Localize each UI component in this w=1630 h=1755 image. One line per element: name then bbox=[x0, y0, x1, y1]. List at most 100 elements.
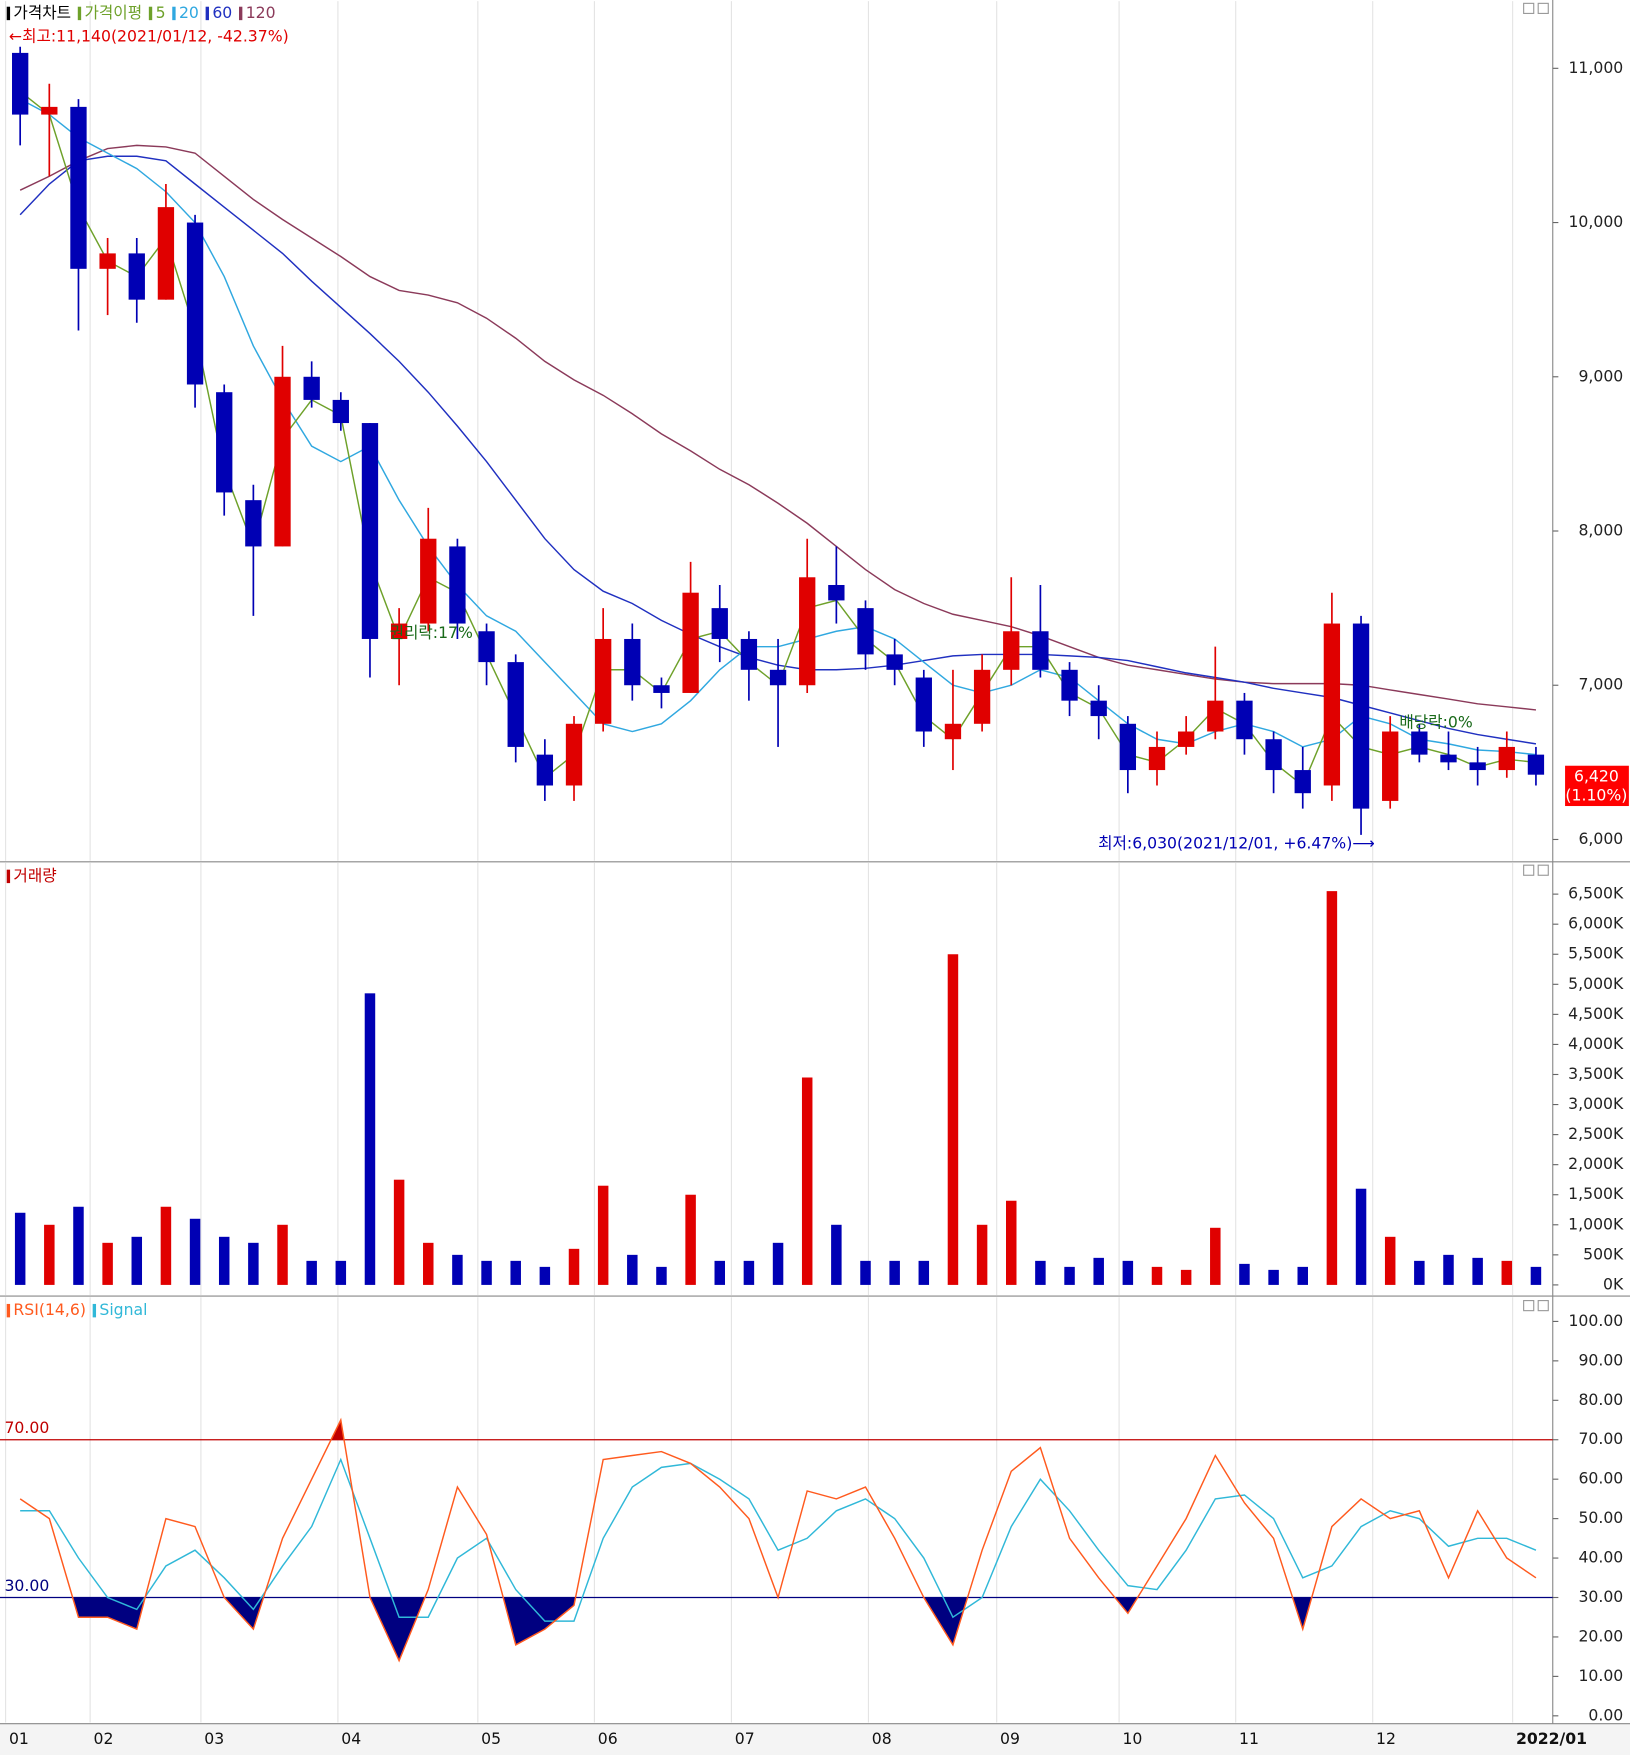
candle-body bbox=[1090, 700, 1107, 717]
candle-body bbox=[332, 399, 349, 424]
volume-bar bbox=[218, 1236, 230, 1285]
candle-body bbox=[1265, 739, 1282, 771]
annotation: 최저:6,030(2021/12/01, +6.47%)⟶ bbox=[1098, 833, 1375, 852]
restore-button[interactable] bbox=[1523, 864, 1535, 876]
volume-bar bbox=[423, 1242, 434, 1285]
candle-body bbox=[886, 654, 903, 670]
price-tag-text: (1.10%) bbox=[1565, 785, 1627, 804]
legend-swatch bbox=[172, 6, 176, 21]
legend-label: 20 bbox=[179, 3, 199, 22]
restore-button[interactable] bbox=[1523, 1300, 1535, 1312]
x-tick-label: 03 bbox=[204, 1729, 224, 1748]
reference-label: 70.00 bbox=[4, 1418, 49, 1437]
volume-bar bbox=[131, 1236, 143, 1285]
legend-swatch bbox=[77, 6, 82, 21]
volume-bar bbox=[1414, 1260, 1425, 1285]
candle-body bbox=[1061, 669, 1078, 701]
y-tick-label: 7,000 bbox=[1578, 675, 1623, 694]
y-tick-label: 10.00 bbox=[1578, 1666, 1623, 1685]
close-button[interactable] bbox=[1537, 1300, 1549, 1312]
price-tag-text: 6,420 bbox=[1574, 766, 1619, 785]
y-tick-label: 90.00 bbox=[1578, 1350, 1623, 1369]
x-tick-label: 05 bbox=[481, 1729, 501, 1748]
volume-bar bbox=[1239, 1263, 1250, 1285]
candle-body bbox=[565, 723, 583, 786]
legend-label: 거래량 bbox=[13, 866, 56, 885]
candle-body bbox=[1469, 762, 1486, 771]
volume-bar bbox=[801, 1077, 813, 1285]
volume-bar bbox=[248, 1242, 259, 1285]
legend-swatch bbox=[205, 6, 209, 21]
candle-body bbox=[420, 538, 437, 624]
volume-bar bbox=[685, 1194, 696, 1285]
rsi-zone-fill bbox=[20, 1420, 1536, 1440]
volume-bar bbox=[947, 954, 959, 1285]
y-tick-label: 2,500K bbox=[1568, 1124, 1624, 1143]
volume-bar bbox=[306, 1260, 317, 1285]
volume-bar bbox=[1093, 1257, 1104, 1285]
candle-body bbox=[624, 638, 641, 686]
volume-bar bbox=[1151, 1266, 1163, 1285]
volume-bar bbox=[73, 1206, 84, 1285]
candle-body bbox=[1527, 754, 1545, 775]
y-tick-label: 60.00 bbox=[1578, 1469, 1623, 1488]
y-tick-label: 50.00 bbox=[1578, 1508, 1623, 1527]
volume-bar bbox=[976, 1224, 988, 1285]
volume-bar bbox=[44, 1224, 55, 1285]
volume-bar bbox=[1268, 1269, 1279, 1285]
y-tick-label: 10,000 bbox=[1568, 212, 1623, 231]
window-buttons[interactable] bbox=[1523, 2, 1549, 1312]
volume-bar bbox=[656, 1266, 667, 1285]
y-tick-label: 6,000K bbox=[1568, 914, 1624, 933]
indicator-line bbox=[19, 1417, 1537, 1663]
legend-label: 5 bbox=[156, 3, 166, 22]
candle-body bbox=[799, 577, 816, 686]
volume-bar bbox=[1326, 891, 1338, 1285]
candle-body bbox=[1003, 631, 1020, 670]
annotation: 배당락:0% bbox=[1399, 713, 1472, 732]
volume-bar bbox=[539, 1266, 551, 1285]
volume-bar bbox=[1006, 1200, 1017, 1285]
legend-label: 가격이평 bbox=[84, 3, 142, 22]
y-tick-label: 11,000 bbox=[1568, 58, 1623, 77]
volume-bar bbox=[481, 1260, 492, 1285]
volume-bar bbox=[1355, 1188, 1367, 1285]
candle-body bbox=[478, 631, 495, 663]
legend-swatch bbox=[6, 869, 11, 884]
y-tick-label: 5,500K bbox=[1568, 944, 1624, 963]
candle-body bbox=[653, 685, 670, 693]
x-tick-label: 06 bbox=[598, 1729, 618, 1748]
y-tick-label: 40.00 bbox=[1578, 1548, 1623, 1567]
volume-bar bbox=[1064, 1266, 1075, 1285]
restore-button[interactable] bbox=[1523, 2, 1535, 14]
candle-body bbox=[507, 662, 524, 747]
y-tick-label: 80.00 bbox=[1578, 1390, 1623, 1409]
legend-label: 60 bbox=[212, 3, 232, 22]
candle-body bbox=[186, 222, 204, 385]
volume-bar bbox=[831, 1224, 842, 1285]
volume-bar bbox=[160, 1206, 172, 1285]
legend-swatch bbox=[148, 6, 153, 21]
candle-body bbox=[1032, 631, 1049, 670]
candle-body bbox=[361, 423, 379, 639]
y-tick-label: 500K bbox=[1583, 1244, 1624, 1263]
volume-bar bbox=[364, 993, 376, 1285]
x-tick-label: 11 bbox=[1239, 1729, 1259, 1748]
volume-bar bbox=[1443, 1254, 1454, 1285]
candle-body bbox=[1440, 754, 1457, 763]
close-button[interactable] bbox=[1537, 864, 1549, 876]
candle-body bbox=[303, 376, 320, 400]
candle-body bbox=[1119, 723, 1137, 771]
y-tick-label: 4,500K bbox=[1568, 1004, 1624, 1023]
legend-label: Signal bbox=[99, 1300, 147, 1319]
annotation: ←최고:11,140(2021/01/12, -42.37%) bbox=[9, 26, 289, 45]
volume-bar bbox=[627, 1254, 638, 1285]
close-button[interactable] bbox=[1537, 2, 1549, 14]
candle-body bbox=[1411, 731, 1428, 755]
moving-average-line bbox=[19, 144, 1537, 711]
volume-bar bbox=[393, 1179, 405, 1285]
legend-swatch bbox=[6, 1303, 11, 1318]
volume-bar bbox=[1210, 1227, 1221, 1285]
y-tick-label: 1,500K bbox=[1568, 1184, 1624, 1203]
